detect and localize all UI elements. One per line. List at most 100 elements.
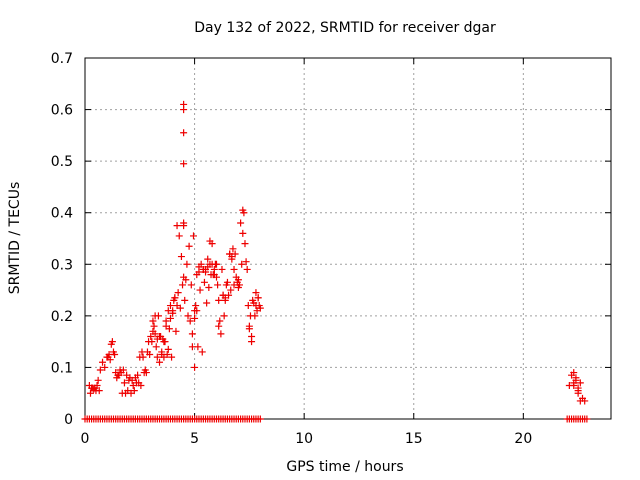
data-point [119,366,127,374]
data-point [175,232,183,240]
data-point [94,376,102,384]
data-point [181,296,189,304]
data-point [166,314,174,322]
x-tick-label: 15 [405,431,423,447]
data-point [570,369,578,377]
data-point [156,358,164,366]
data-point [245,322,253,330]
data-point [215,296,223,304]
data-point [189,232,197,240]
data-point [204,255,212,263]
data-point [229,245,237,253]
y-tick-label: 0.5 [51,154,73,170]
data-point [124,387,132,395]
data-point-zero [583,415,591,423]
data-point [217,330,225,338]
data-point [238,260,246,268]
data-point [149,327,157,335]
data-point [150,322,158,330]
data-point [133,379,141,387]
data-point [581,397,589,405]
data-point [248,338,256,346]
data-point [115,371,123,379]
data-point [242,258,250,266]
data-point [180,129,188,137]
data-point [106,356,114,364]
data-point [239,206,247,214]
data-point [149,317,157,325]
data-point [165,325,173,333]
data-point [96,366,104,374]
data-point [193,307,201,315]
data-point [153,353,161,361]
data-point [215,322,223,330]
data-point [99,358,107,366]
data-point [239,229,247,237]
plot-border [84,57,612,420]
y-axis-label: SRMTID / TECUs [7,182,23,295]
data-point [101,363,109,371]
data-point [180,160,188,168]
data-point [218,265,226,273]
data-point [184,312,192,320]
data-point [186,317,194,325]
data-point [576,379,584,387]
data-point [230,265,238,273]
data-point [172,327,180,335]
data-point [86,389,94,397]
data-point [108,338,116,346]
x-tick-label: 10 [295,431,313,447]
data-point [139,353,147,361]
data-point [148,338,156,346]
data-point [254,294,262,302]
data-point [180,106,188,114]
data-point [243,265,251,273]
data-point [95,387,103,395]
data-point [570,379,578,387]
data-point [252,289,260,297]
data-point [216,317,224,325]
plot-frame [84,57,612,420]
data-point [169,309,177,317]
data-point [179,281,187,289]
data-point [214,281,222,289]
y-tick-label: 0.1 [51,360,73,376]
data-point [188,343,196,351]
data-point [195,268,203,276]
data-point [146,351,154,359]
data-point [89,384,97,392]
data-point [173,302,181,310]
data-point [213,260,220,268]
data-point [137,381,145,389]
data-point [252,302,260,310]
data-point [200,278,208,286]
data-point [177,253,185,261]
data-point [183,260,191,268]
data-point [197,260,205,268]
data-point [173,222,181,230]
data-point [151,312,159,320]
data-point [208,240,216,248]
data-point [93,381,101,389]
y-tick-label: 0 [64,412,73,428]
data-point [196,286,204,294]
data-point [198,348,206,356]
data-point [191,363,199,371]
x-axis-label: GPS time / hours [286,459,403,475]
data-point [203,299,211,307]
data-point [166,302,174,310]
x-tick-label: 5 [190,431,199,447]
data-point [158,351,166,359]
data-point [220,312,228,320]
data-point [230,281,238,289]
data-point [128,376,136,384]
grid-lines [85,58,612,419]
data-point [234,276,242,284]
x-tick-label: 20 [514,431,532,447]
data-point [228,253,236,261]
data-point [227,286,235,294]
data-point [572,374,580,382]
data-point [130,387,138,395]
data-point [221,294,229,302]
